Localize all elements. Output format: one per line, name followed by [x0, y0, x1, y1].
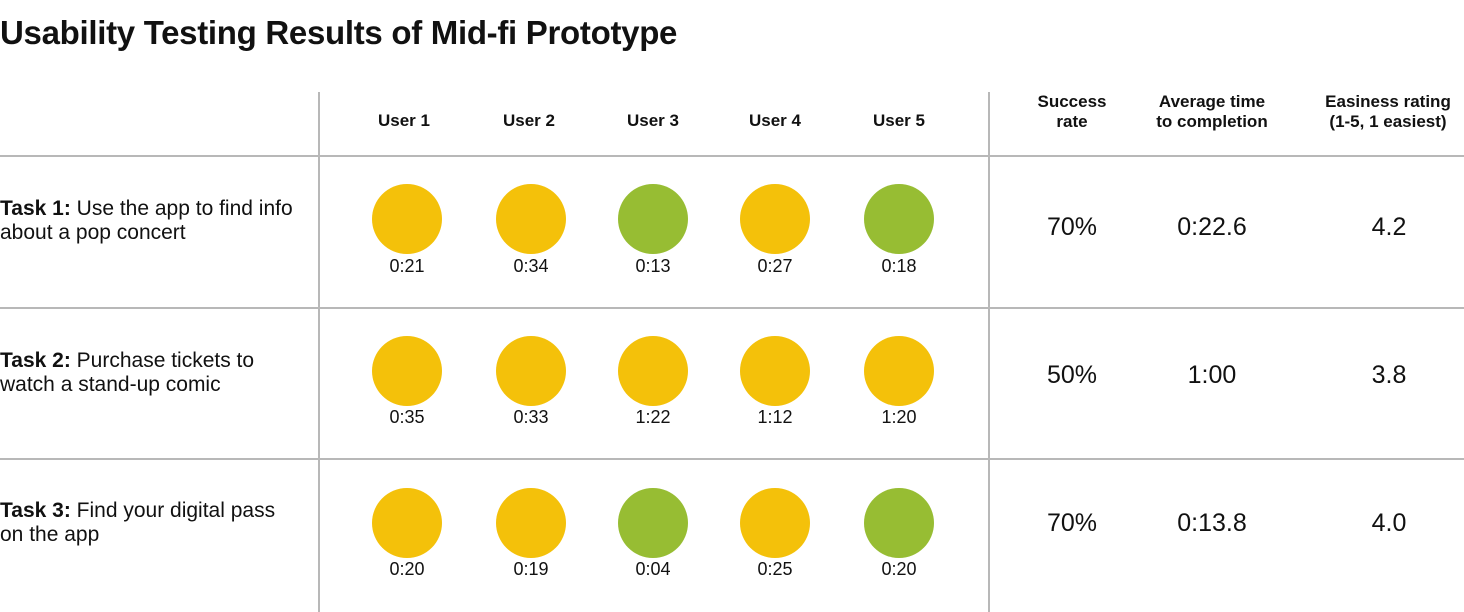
task-2-easiness-rating: 3.8 — [1371, 361, 1407, 389]
task-1-user-5-time: 0:18 — [881, 256, 917, 276]
task-2-label: Task 2: Purchase tickets to watch a stan… — [0, 349, 300, 397]
column-header-user-5: User 5 — [873, 111, 925, 130]
task-3-average-time: 0:13.8 — [1177, 509, 1247, 537]
task-2-label-text: Purchase tickets to watch a stand-up com… — [0, 349, 255, 396]
task-3-user-2-time: 0:19 — [513, 559, 549, 579]
column-header-user-1: User 1 — [378, 111, 430, 130]
task-2-average-time: 1:00 — [1187, 361, 1237, 389]
task-2-user-3-result — [618, 336, 688, 406]
task-1-user-1-time: 0:21 — [389, 256, 425, 276]
task-1-user-2-result — [496, 184, 566, 254]
task-2-user-1-time: 0:35 — [389, 407, 425, 427]
task-1-label-text: Use the app to find info about a pop con… — [0, 197, 293, 244]
task-3-user-1-time: 0:20 — [389, 559, 425, 579]
task-1-user-5-result — [864, 184, 934, 254]
task-1-user-3-result — [618, 184, 688, 254]
task-2-user-2-time: 0:33 — [513, 407, 549, 427]
column-header-user-2: User 2 — [503, 111, 555, 130]
task-3-label-text: Find your digital pass on the app — [0, 499, 276, 546]
task-3-success-rate: 70% — [1046, 509, 1098, 537]
task-1-user-2-time: 0:34 — [513, 256, 549, 276]
task-2-user-2-result — [496, 336, 566, 406]
column-header-user-3: User 3 — [627, 111, 679, 130]
task-3-user-5-time: 0:20 — [881, 559, 917, 579]
task-2-user-5-time: 1:20 — [881, 407, 917, 427]
page-title: Usability Testing Results of Mid-fi Prot… — [0, 14, 678, 51]
column-divider-metrics — [988, 92, 990, 612]
task-3-label-bold: Task 3: — [0, 499, 71, 522]
task-2-label-bold: Task 2: — [0, 349, 71, 372]
task-3-user-5-result — [864, 488, 934, 558]
column-header-easiness-rating: Easiness rating (1-5, 1 easiest) — [1325, 92, 1451, 131]
task-2-user-4-time: 1:12 — [757, 407, 793, 427]
task-2-user-5-result — [864, 336, 934, 406]
task-1-label-bold: Task 1: — [0, 197, 71, 220]
task-2-user-1-result — [372, 336, 442, 406]
task-3-label: Task 3: Find your digital pass on the ap… — [0, 499, 300, 547]
task-1-easiness-rating: 4.2 — [1371, 213, 1407, 241]
task-2-user-3-time: 1:22 — [635, 407, 671, 427]
task-3-user-1-result — [372, 488, 442, 558]
task-3-user-2-result — [496, 488, 566, 558]
column-header-success-rate: Success rate — [1037, 92, 1107, 131]
task-1-user-3-time: 0:13 — [635, 256, 671, 276]
task-1-average-time: 0:22.6 — [1177, 213, 1247, 241]
header-divider — [0, 155, 1464, 157]
task-1-label: Task 1: Use the app to find info about a… — [0, 197, 300, 245]
column-header-user-4: User 4 — [749, 111, 801, 130]
task-1-user-1-result — [372, 184, 442, 254]
row-divider-1 — [0, 307, 1464, 309]
row-divider-2 — [0, 458, 1464, 460]
task-3-user-4-time: 0:25 — [757, 559, 793, 579]
task-1-success-rate: 70% — [1046, 213, 1098, 241]
task-3-user-3-time: 0:04 — [635, 559, 671, 579]
task-1-user-4-time: 0:27 — [757, 256, 793, 276]
task-1-user-4-result — [740, 184, 810, 254]
task-3-user-4-result — [740, 488, 810, 558]
task-2-user-4-result — [740, 336, 810, 406]
task-3-easiness-rating: 4.0 — [1371, 509, 1407, 537]
task-2-success-rate: 50% — [1046, 361, 1098, 389]
task-3-user-3-result — [618, 488, 688, 558]
column-divider-tasks — [318, 92, 320, 612]
column-header-average-time: Average time to completion — [1156, 92, 1268, 131]
